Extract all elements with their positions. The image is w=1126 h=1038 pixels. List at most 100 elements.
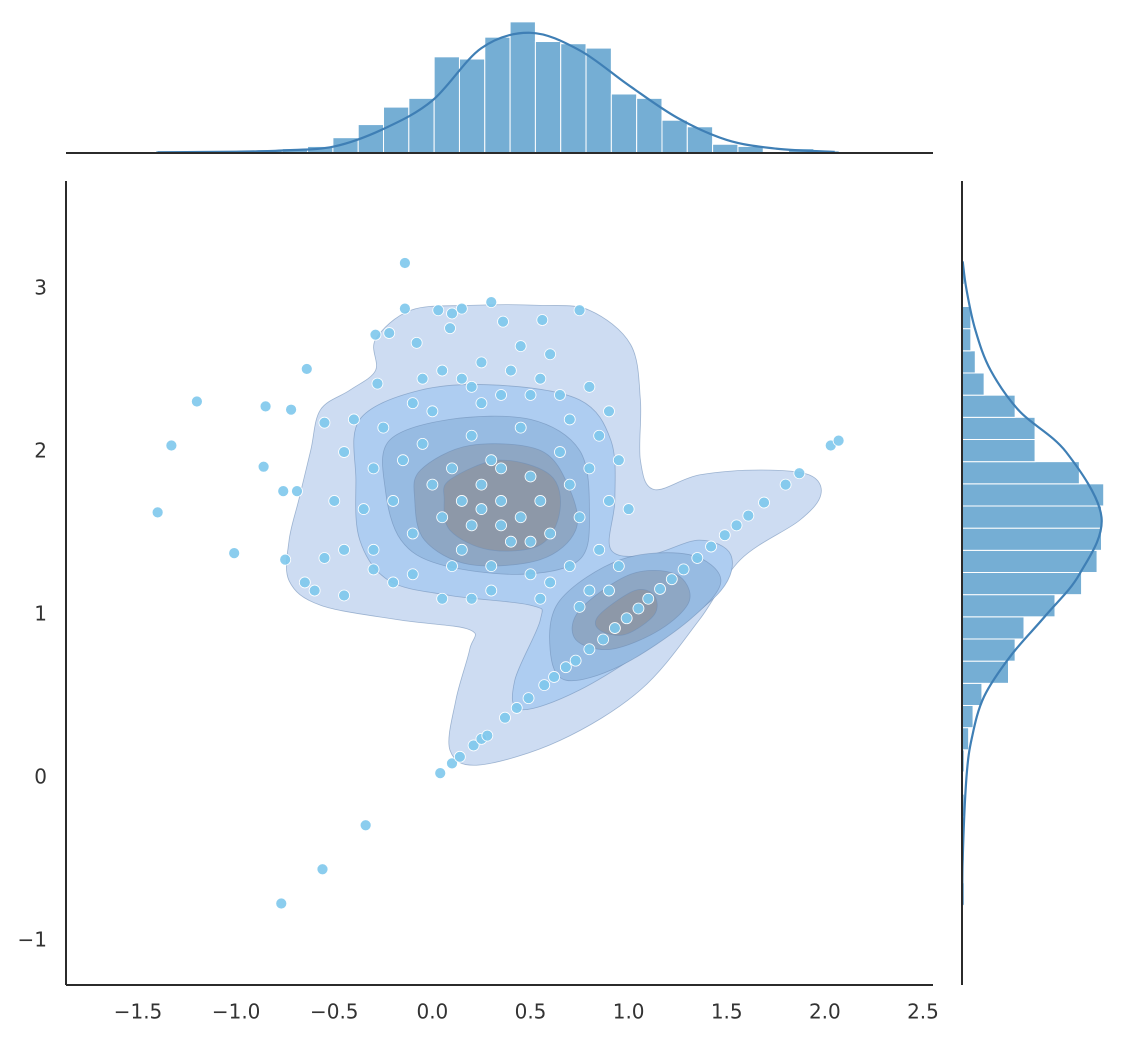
scatter-point [432,304,445,317]
scatter-point [514,340,527,353]
histogram-bar [961,416,1036,440]
scatter-point [426,478,439,491]
scatter-point [510,702,523,714]
scatter-point [371,377,384,390]
scatter-point [436,511,449,524]
scatter-point [318,416,331,429]
histogram-bar [961,483,1105,507]
scatter-point [367,563,380,576]
histogram-bar [961,704,974,729]
scatter-point [583,584,596,597]
histogram-bar [408,97,435,154]
scatter-point [583,380,596,393]
scatter-point [534,372,547,385]
scatter-point [475,503,488,515]
scatter-point [446,462,458,475]
scatter-point [495,495,507,507]
scatter-point [347,413,360,426]
histogram-bar [961,638,1016,662]
histogram-bar [961,350,976,374]
scatter-point [369,328,382,341]
scatter-point [536,314,549,326]
scatter-point [399,302,411,315]
scatter-point [522,692,535,705]
scatter-point [416,437,429,450]
histogram-bar [509,21,536,154]
scatter-point [367,462,380,475]
scatter-point [485,584,498,597]
y-tick-label: 3 [34,276,47,300]
scatter-point [165,439,178,452]
histogram-bar [961,682,983,706]
histogram-bar [961,372,985,396]
scatter-point [593,543,606,556]
scatter-point [514,421,527,434]
scatter-point [544,527,557,540]
scatter-point [563,413,576,426]
x-tick-label: 2.0 [809,1000,841,1024]
scatter-point [504,364,517,377]
scatter-point [387,576,400,589]
scatter-point [497,315,509,328]
scatter-point [832,434,845,447]
scatter-point [300,363,313,375]
scatter-point [406,568,419,581]
scatter-point [455,495,468,507]
histogram-bar [961,571,1083,596]
histogram-bar [383,106,410,154]
scatter-point [622,503,635,515]
scatter-point [495,389,507,401]
scatter-point [455,543,468,556]
kde-curve [961,261,1103,906]
scatter-point [426,405,439,418]
scatter-point [387,495,400,507]
scatter-point [524,470,537,483]
scatter-point [467,739,480,752]
x-tick-label: 0.0 [416,1000,448,1024]
y-tick-label: 0 [34,765,47,789]
scatter-point [465,380,478,393]
y-tick-label: 1 [34,602,47,626]
scatter-point [654,583,666,595]
scatter-point [534,592,547,605]
histogram-bar [458,58,486,154]
scatter-point [190,395,203,408]
histogram-bar [961,328,972,352]
scatter-point [259,400,272,413]
histogram-bar [661,119,688,154]
histogram-bar [961,461,1080,485]
scatter-point [608,622,621,634]
scatter-point [485,296,498,308]
scatter-point [504,535,517,548]
scatter-point [485,560,498,573]
scatter-point [308,584,321,597]
scatter-point [573,600,586,613]
scatter-point [277,485,290,498]
histogram-bar [961,438,1036,463]
scatter-point [534,495,547,507]
scatter-point [793,467,806,480]
scatter-point [228,547,241,559]
scatter-point [603,584,615,597]
scatter-point [397,454,409,467]
histogram-bar [961,394,1016,418]
histogram-bar [961,660,1009,684]
x-tick-label: 1.5 [711,1000,743,1024]
scatter-point [485,454,498,467]
scatter-point [730,519,743,532]
histogram-bar [686,126,714,154]
scatter-points [151,257,845,910]
scatter-point [399,257,411,269]
y-tick-label: −1 [18,927,47,951]
marginal-histograms [155,21,1105,906]
scatter-point [436,364,449,377]
scatter-point [275,897,288,910]
scatter-point [465,519,478,532]
scatter-point [612,454,625,467]
scatter-point [446,307,458,320]
scatter-point [291,485,303,498]
scatter-point [406,397,419,410]
scatter-point [257,460,270,473]
histogram-bar [560,43,587,154]
